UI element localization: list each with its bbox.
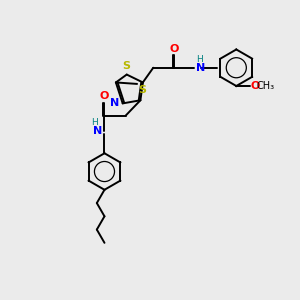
Text: H: H [196, 55, 202, 64]
Text: S: S [122, 61, 130, 71]
Text: N: N [196, 63, 205, 73]
Text: N: N [94, 126, 103, 136]
Text: CH₃: CH₃ [256, 81, 274, 91]
Text: O: O [250, 81, 260, 91]
Text: H: H [91, 118, 98, 127]
Text: S: S [138, 85, 146, 95]
Text: O: O [100, 92, 109, 101]
Text: O: O [170, 44, 179, 54]
Text: N: N [110, 98, 119, 108]
